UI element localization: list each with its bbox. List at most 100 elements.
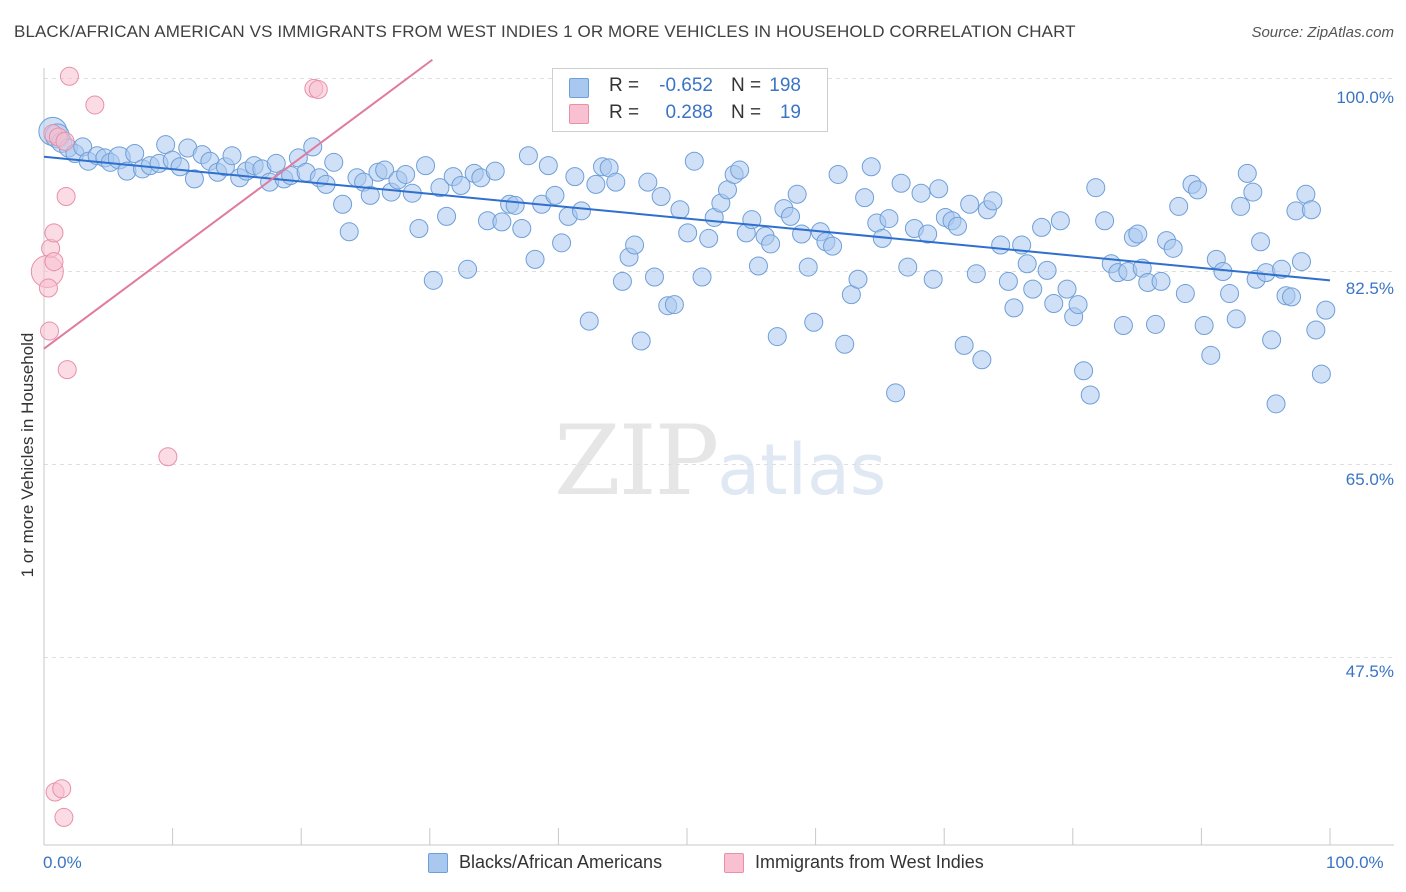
blacks-point bbox=[1220, 284, 1240, 304]
west-indies-point bbox=[57, 360, 77, 380]
blacks-point bbox=[1175, 284, 1195, 304]
west-indies-point bbox=[59, 66, 79, 86]
blacks-point bbox=[458, 259, 478, 279]
blacks-point bbox=[1145, 314, 1165, 334]
legend-r-value: 0.288 bbox=[665, 102, 713, 123]
west-indies-point bbox=[308, 80, 328, 100]
blacks-point bbox=[625, 235, 645, 255]
blacks-point bbox=[1316, 300, 1336, 320]
blacks-point bbox=[518, 146, 538, 166]
blacks-point bbox=[804, 312, 824, 332]
legend-n-value: 19 bbox=[779, 102, 801, 123]
trend-lines bbox=[43, 58, 1331, 350]
blacks-point bbox=[929, 179, 949, 199]
blacks-point bbox=[1080, 385, 1100, 405]
blacks-point bbox=[960, 194, 980, 214]
blacks-point bbox=[324, 152, 344, 172]
blacks-point bbox=[1311, 364, 1331, 384]
blacks-point bbox=[1243, 182, 1263, 202]
blacks-point bbox=[492, 212, 512, 232]
blacks-point bbox=[1169, 196, 1189, 216]
blacks-point bbox=[983, 191, 1003, 211]
blacks-point bbox=[545, 185, 565, 205]
blacks-point bbox=[125, 143, 145, 163]
blacks-point bbox=[918, 224, 938, 244]
blacks-point bbox=[923, 269, 943, 289]
blacks-point bbox=[855, 188, 875, 208]
blacks-point bbox=[512, 218, 532, 238]
blacks-point bbox=[184, 169, 204, 189]
blacks-point bbox=[1004, 298, 1024, 318]
blacks-point bbox=[998, 271, 1018, 291]
y-tick-label: 100.0% bbox=[1336, 88, 1394, 107]
blacks-point bbox=[1226, 309, 1246, 329]
blacks-point bbox=[552, 233, 572, 253]
blacks-trend-line bbox=[43, 155, 1331, 282]
blacks-point bbox=[606, 172, 626, 192]
blacks-point bbox=[505, 195, 525, 215]
west-indies-point bbox=[56, 187, 76, 207]
blacks-point bbox=[692, 267, 712, 287]
blacks-point bbox=[1113, 316, 1133, 336]
west-indies-trend-line bbox=[43, 58, 433, 350]
bottom-legend-blacks: Blacks/African Americans bbox=[459, 852, 663, 872]
west-indies-point bbox=[40, 321, 60, 341]
blacks-point bbox=[1251, 232, 1271, 252]
blacks-point bbox=[699, 228, 719, 248]
legend-r-value: -0.652 bbox=[659, 75, 713, 96]
blacks-point bbox=[991, 235, 1011, 255]
legend-swatch-pink bbox=[569, 104, 589, 124]
blacks-point bbox=[664, 295, 684, 315]
blacks-point bbox=[966, 264, 986, 284]
blacks-point bbox=[1291, 252, 1311, 272]
blacks-point bbox=[360, 185, 380, 205]
blacks-point bbox=[430, 178, 450, 198]
blacks-point bbox=[1163, 238, 1183, 258]
blacks-point bbox=[1188, 180, 1208, 200]
bottom-legend-swatch-blue bbox=[428, 853, 448, 873]
blacks-point bbox=[565, 167, 585, 187]
data-points bbox=[30, 66, 1336, 827]
blacks-point bbox=[1306, 320, 1326, 340]
y-tick-label: 82.5% bbox=[1345, 279, 1394, 298]
blacks-point bbox=[1044, 293, 1064, 313]
y-tick-label: 65.0% bbox=[1345, 470, 1394, 489]
blacks-point bbox=[1023, 279, 1043, 299]
blacks-point bbox=[823, 236, 843, 256]
blacks-point bbox=[538, 156, 558, 176]
blacks-point bbox=[416, 156, 436, 176]
blacks-point bbox=[1237, 163, 1257, 183]
west-indies-point bbox=[158, 447, 178, 467]
blacks-point bbox=[911, 183, 931, 203]
blacks-point bbox=[1194, 316, 1214, 336]
blacks-point bbox=[409, 218, 429, 238]
west-indies-point bbox=[44, 223, 64, 243]
blacks-point bbox=[954, 335, 974, 355]
blacks-point bbox=[781, 206, 801, 226]
blacks-point bbox=[1301, 200, 1321, 220]
blacks-point bbox=[848, 269, 868, 289]
blacks-point bbox=[828, 164, 848, 184]
x-tick-label: 0.0% bbox=[43, 853, 82, 872]
blacks-point bbox=[1266, 394, 1286, 414]
blacks-point bbox=[798, 257, 818, 277]
blacks-point bbox=[1017, 254, 1037, 274]
legend-swatch-blue bbox=[569, 78, 589, 98]
blacks-point bbox=[1151, 271, 1171, 291]
blacks-point bbox=[1050, 211, 1070, 231]
blacks-point bbox=[748, 256, 768, 276]
blacks-point bbox=[631, 331, 651, 351]
blacks-point bbox=[1086, 178, 1106, 198]
blacks-point bbox=[1095, 211, 1115, 231]
blacks-point bbox=[1068, 295, 1088, 315]
blacks-point bbox=[670, 200, 690, 220]
west-indies-point bbox=[44, 252, 64, 272]
west-indies-point bbox=[55, 131, 75, 151]
blacks-point bbox=[861, 157, 881, 177]
x-tick-label: 100.0% bbox=[1326, 853, 1384, 872]
blacks-point bbox=[1074, 361, 1094, 381]
y-axis-label: 1 or more Vehicles in Household bbox=[18, 332, 37, 578]
blacks-point bbox=[948, 216, 968, 236]
blacks-point bbox=[1231, 196, 1251, 216]
